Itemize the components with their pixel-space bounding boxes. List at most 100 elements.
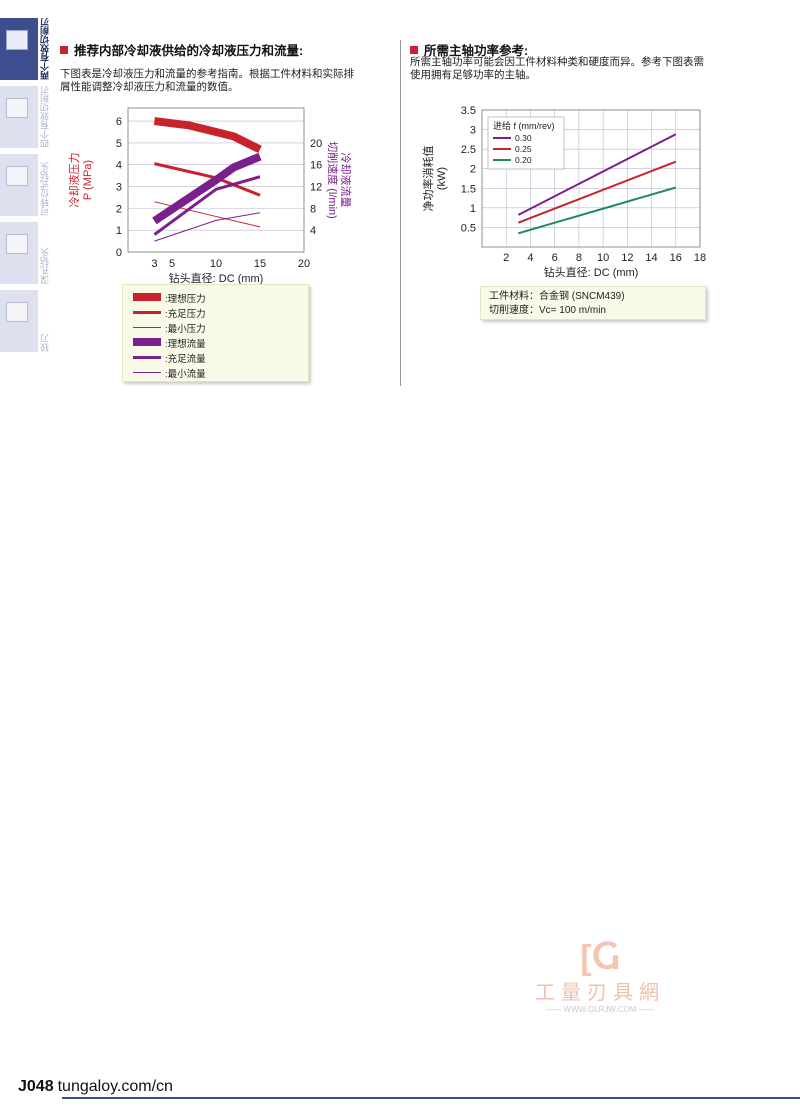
x-tick-label: 10: [597, 252, 609, 264]
series-line: [518, 186, 677, 235]
y-left-tick-label: 0: [116, 247, 122, 259]
x-tick-label: 2: [503, 252, 509, 264]
legend-swatch: [133, 355, 161, 359]
tab-two-edge-drill[interactable]: [0, 18, 38, 80]
legend-title: 进给 f (mm/rev): [493, 120, 555, 131]
y-tick-label: 0.5: [461, 222, 476, 234]
coolant-description: 下图表是冷却液压力和流量的参考指南。根据工件材料和实际排 屑性能调整冷却液压力和…: [60, 68, 390, 94]
y-left-title: 冷却液压力 P (MPa): [67, 153, 94, 208]
tab-indexable-drill[interactable]: [0, 154, 38, 216]
x-tick-label: 3: [151, 258, 157, 270]
y-tick-label: 1: [470, 203, 476, 215]
tab-four-edge-drill[interactable]: [0, 86, 38, 148]
x-tick-label: 8: [576, 252, 582, 264]
page-code: J048: [18, 1078, 54, 1095]
y-right-tick-label: 20: [310, 138, 322, 150]
tab-label: 深孔钻头: [40, 248, 50, 284]
tab-thumbnail: [6, 98, 28, 118]
watermark-name: 工量刃具網: [535, 982, 665, 1004]
legend-label: :最小流量: [165, 369, 206, 380]
tab-reamer[interactable]: [0, 290, 38, 352]
legend-swatch: [133, 338, 161, 346]
y-left-tick-label: 4: [116, 160, 122, 172]
tab-label: 四个有效切削刃钻头: [40, 86, 50, 148]
legend-label: 0.30: [515, 133, 532, 143]
legend-label: :理想流量: [165, 339, 206, 350]
plot-frame: [127, 107, 305, 253]
y-right-tick-label: 8: [310, 203, 316, 215]
conditions-note: 工件材料：合金钢 (SNCM439) 切削速度：Vc= 100 m/min: [480, 286, 706, 320]
coolant-section-title: 推荐内部冷却液供给的冷却液压力和流量:: [60, 40, 303, 59]
watermark-url: —— WWW.GLRJW.COM ——: [545, 1005, 655, 1014]
y-axis-title-line: (kW): [436, 167, 448, 190]
power-chart: 0.5 1 1.5 2 2.5 3 3.5 2 4 6 8 10 12 14 16 18 净功率消耗值 (kW) 钻…: [421, 105, 706, 279]
x-tick-label: 6: [552, 252, 558, 264]
legend-swatch: [133, 310, 161, 314]
coolant-section-title-text: 推荐内部冷却液供给的冷却液压力和流量:: [74, 44, 304, 58]
series-line: [152, 152, 262, 225]
y-left-tick-label: 6: [116, 116, 122, 128]
tab-deep-hole-drill[interactable]: [0, 222, 38, 284]
x-tick-label: 15: [254, 258, 266, 270]
series-line: [153, 175, 261, 236]
legend-swatch: [133, 371, 161, 373]
series-line: [153, 117, 262, 154]
y-axis-title-line: 净功率消耗值: [421, 146, 435, 212]
y-tick-label: 1.5: [461, 183, 476, 195]
x-tick-label: 18: [694, 252, 706, 264]
column-divider: [400, 40, 401, 386]
power-section-title-text: 所需主轴功率参考:: [424, 44, 529, 58]
y-tick-label: 2: [470, 164, 476, 176]
x-axis-title: 钻头直径: DC (mm): [169, 271, 264, 285]
desc-line: 使用拥有足够功率的主轴。: [410, 69, 536, 81]
x-tick-label: 12: [621, 252, 633, 264]
y-tick-label: 3: [470, 125, 476, 137]
watermark: [Ⴚ 工量刃具網 —— WWW.GLRJW.COM ——: [520, 940, 680, 1014]
tab-thumbnail: [6, 234, 28, 254]
legend-swatch: [133, 326, 161, 328]
y-left-tick-label: 2: [116, 203, 122, 215]
legend-swatch: [133, 293, 161, 301]
tab-label: 铰刀: [40, 334, 50, 352]
bullet-square-icon: [410, 46, 418, 54]
x-axis-title: 钻头直径: DC (mm): [544, 265, 639, 279]
workpiece-material: 工件材料：合金钢 (SNCM439): [489, 291, 625, 302]
cutting-speed: 切削速度：Vc= 100 m/min: [489, 305, 606, 316]
power-section-title: 所需主轴功率参考:: [410, 40, 528, 59]
y-right-tick-label: 4: [310, 225, 316, 237]
tab-label: 两个有效切削刃钻头: [40, 18, 50, 80]
y-right-title-line: 冷却液流量: [339, 153, 353, 208]
y-left-tick-label: 5: [116, 138, 122, 150]
desc-line: 所需主轴功率可能会因工件材料种类和硬度而异。参考下图表需: [410, 56, 704, 68]
tab-thumbnail: [6, 166, 28, 186]
legend-label: 0.20: [515, 155, 532, 165]
series-line: [517, 160, 677, 224]
series-line: [517, 133, 677, 216]
tab-thumbnail: [6, 302, 28, 322]
y-axis-title: 净功率消耗值 (kW): [421, 146, 448, 212]
y-tick-label: 3.5: [461, 105, 476, 117]
tab-label: 可转位式钻头: [40, 162, 50, 216]
footer-rule: [62, 1097, 800, 1099]
power-description: 所需主轴功率可能会因工件材料种类和硬度而异。参考下图表需 使用拥有足够功率的主轴…: [410, 56, 750, 82]
x-tick-label: 20: [298, 258, 310, 270]
legend-label: :理想压力: [165, 294, 206, 305]
x-tick-label: 16: [670, 252, 682, 264]
legend-label: 0.25: [515, 144, 532, 154]
coolant-legend: :理想压力 :充足压力 :最小压力 :理想流量 :充足流量 :最小流量: [122, 284, 309, 382]
y-tick-label: 2.5: [461, 144, 476, 156]
site-link[interactable]: tungaloy.com/cn: [57, 1078, 173, 1095]
series-line: [154, 212, 261, 242]
y-right-title-line: 切削速度 (l/min): [326, 141, 340, 219]
tab-thumbnail: [6, 30, 28, 50]
legend-label: :充足流量: [165, 354, 206, 365]
y-right-tick-label: 16: [310, 160, 322, 172]
y-left-tick-label: 3: [116, 182, 122, 194]
x-tick-label: 5: [169, 258, 175, 270]
legend-label: :充足压力: [165, 309, 206, 320]
legend-label: :最小压力: [165, 324, 206, 335]
page-footer: J048 tungaloy.com/cn: [18, 1078, 173, 1096]
legend-box: [487, 116, 565, 170]
x-tick-label: 4: [527, 252, 533, 264]
